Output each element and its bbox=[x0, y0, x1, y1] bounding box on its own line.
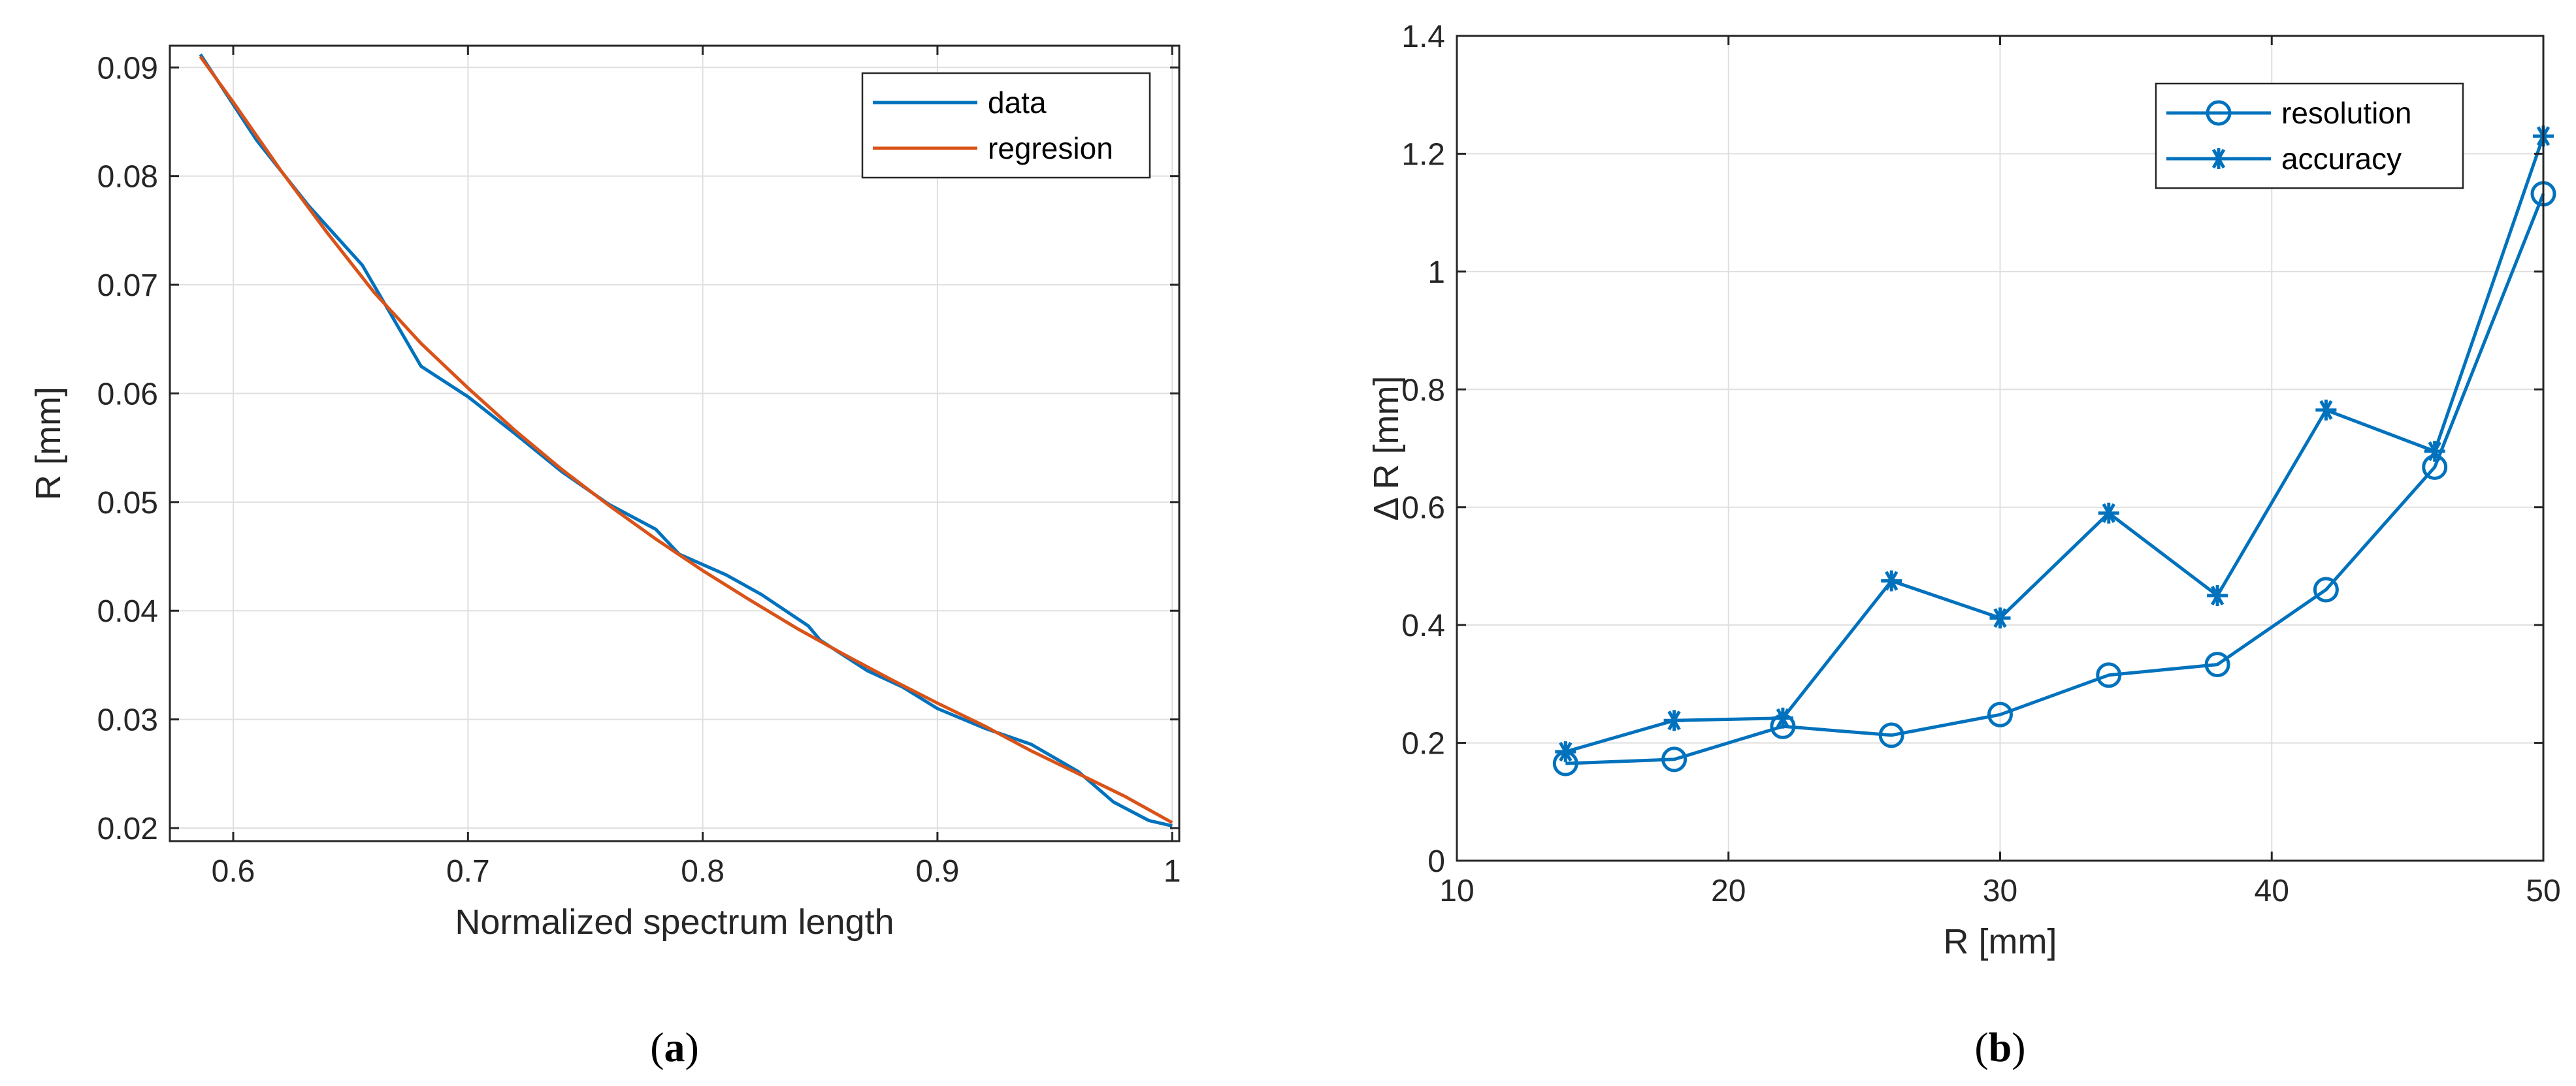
y-tick-label: 0.05 bbox=[97, 486, 158, 520]
data-point-resolution bbox=[2204, 652, 2230, 678]
chart-a: 0.6 0.7 0.8 0.9 1 0.02 0.03 0.04 0.05 0.06 0.07 0.0… bbox=[29, 44, 1181, 1070]
y-tick-label: 0.03 bbox=[97, 703, 158, 738]
legend-marker-accuracy bbox=[2208, 148, 2229, 169]
series-line-regresion bbox=[199, 56, 1173, 824]
legend-box bbox=[861, 72, 1151, 179]
y-tick-label: 1.2 bbox=[1401, 137, 1445, 172]
series-group bbox=[199, 53, 1173, 828]
legend-label-data: data bbox=[988, 86, 1047, 120]
y-tick-label: 1.4 bbox=[1401, 20, 1445, 54]
data-point-resolution bbox=[1878, 722, 1904, 748]
data-point-accuracy bbox=[1989, 607, 2011, 629]
x-axis-label: R [mm] bbox=[1944, 922, 2057, 961]
x-tick-label: 1 bbox=[1164, 854, 1181, 889]
series-line-accuracy bbox=[1565, 135, 2545, 754]
data-point-accuracy bbox=[2207, 585, 2228, 607]
y-tick-label: 0.08 bbox=[97, 160, 158, 195]
data-point-resolution bbox=[1987, 701, 2013, 727]
y-axis-label: R [mm] bbox=[29, 387, 68, 500]
legend-label-accuracy: accuracy bbox=[2281, 142, 2402, 176]
data-point-accuracy bbox=[1663, 710, 1685, 731]
axes-box bbox=[169, 44, 1181, 842]
data-point-resolution bbox=[2313, 577, 2339, 603]
x-tick-label: 50 bbox=[2526, 874, 2560, 908]
y-tick-label: 1 bbox=[1427, 255, 1445, 290]
x-axis-label: Normalized spectrum length bbox=[455, 902, 894, 942]
legend: resolution accuracy bbox=[2155, 82, 2464, 189]
data-point-accuracy bbox=[2315, 399, 2337, 421]
y-tick-label: 0 bbox=[1427, 844, 1445, 879]
panel-caption: (b) bbox=[1974, 1024, 2025, 1070]
y-tick-label: 0.04 bbox=[97, 594, 158, 629]
x-tick-label: 40 bbox=[2255, 874, 2289, 908]
y-tick-label: 0.06 bbox=[97, 377, 158, 411]
x-tick-label: 0.6 bbox=[212, 854, 255, 889]
x-tick-label: 0.9 bbox=[916, 854, 960, 889]
series-line-data bbox=[199, 53, 1173, 828]
legend-box bbox=[2155, 82, 2464, 189]
data-point-accuracy bbox=[1881, 570, 1902, 592]
series-line-resolution bbox=[1565, 193, 2545, 765]
data-point-accuracy bbox=[2424, 441, 2445, 462]
y-tick-label: 0.4 bbox=[1401, 609, 1445, 643]
legend-label-regresion: regresion bbox=[988, 131, 1113, 165]
y-tick-label: 0.07 bbox=[97, 268, 158, 303]
legend-marker-resolution bbox=[2206, 100, 2232, 126]
chart-b: 10 20 30 40 50 0 0.2 0.4 0.6 0.8 1 1.2 1.4 R [mm] Δ R … bbox=[1367, 20, 2561, 1070]
x-tick-label: 10 bbox=[1439, 874, 1474, 908]
y-tick-label: 0.8 bbox=[1401, 373, 1445, 407]
panel-caption: (a) bbox=[650, 1024, 699, 1070]
data-point-accuracy bbox=[1555, 741, 1576, 763]
x-tick-label: 0.7 bbox=[446, 854, 490, 889]
y-tick-label: 0.02 bbox=[97, 812, 158, 846]
data-point-resolution bbox=[1661, 746, 1687, 773]
data-point-accuracy bbox=[2098, 502, 2119, 524]
y-axis-label: Δ R [mm] bbox=[1367, 375, 1406, 520]
x-tick-label: 30 bbox=[1983, 874, 2017, 908]
data-point-accuracy bbox=[1772, 707, 1793, 729]
x-tick-label: 20 bbox=[1711, 874, 1746, 908]
legend: data regresion bbox=[861, 72, 1151, 179]
x-tick-label: 0.8 bbox=[681, 854, 725, 889]
data-point-resolution bbox=[2096, 662, 2122, 688]
legend-label-resolution: resolution bbox=[2281, 96, 2411, 130]
y-tick-label: 0.6 bbox=[1401, 491, 1445, 526]
y-tick-label: 0.2 bbox=[1401, 727, 1445, 761]
y-tick-label: 0.09 bbox=[97, 51, 158, 86]
